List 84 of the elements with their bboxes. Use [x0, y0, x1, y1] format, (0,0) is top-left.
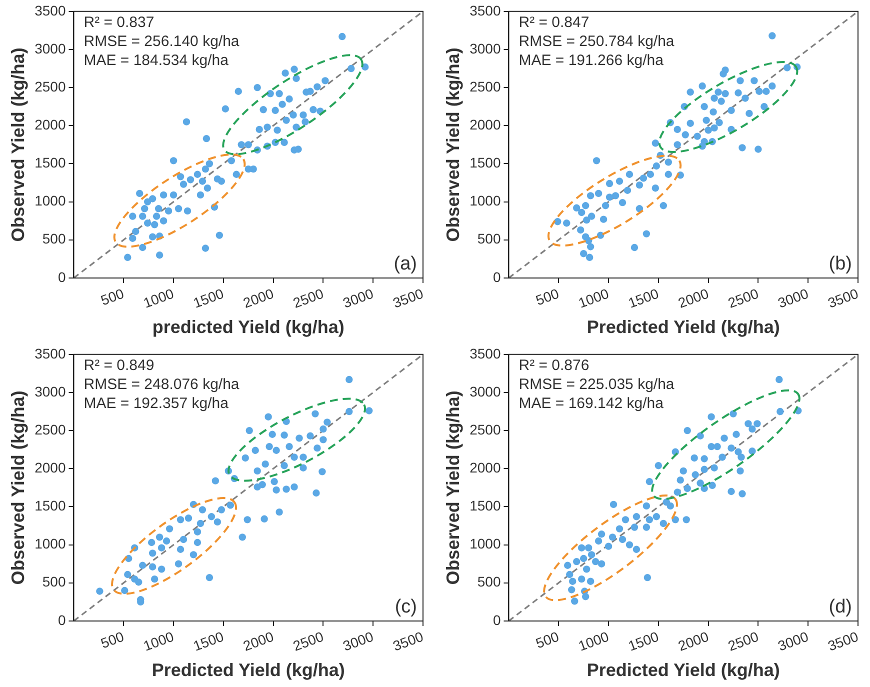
annotation: RMSE = 248.076 kg/ha	[84, 376, 240, 394]
x-tick-label: 3000	[776, 628, 811, 654]
annotation: R² = 0.849	[84, 357, 154, 374]
x-tick-label: 3500	[826, 628, 861, 654]
annotation: MAE = 191.266 kg/ha	[518, 52, 664, 70]
x-tick-label: 2500	[290, 628, 326, 654]
x-axis-title: predicted Yield (kg/ha)	[152, 317, 344, 338]
y-tick-label: 1500	[34, 498, 66, 514]
y-tick-label: 3500	[34, 2, 66, 18]
y-tick-label: 500	[42, 230, 66, 247]
x-tick-label: 2500	[726, 285, 761, 311]
x-tick-label: 3000	[776, 285, 811, 311]
annotation: RMSE = 250.784 kg/ha	[518, 33, 675, 50]
y-tick-label: 1500	[34, 154, 66, 171]
y-tick-label: 1000	[470, 192, 501, 209]
y-tick-label: 1000	[470, 536, 501, 552]
y-tick-label: 3500	[34, 345, 66, 362]
annotation: (c)	[394, 596, 417, 618]
y-tick-label: 2500	[34, 78, 66, 94]
y-tick-label: 2500	[34, 421, 66, 438]
x-tick-label: 1500	[191, 628, 226, 654]
y-tick-label: 0	[58, 612, 66, 628]
y-tick-label: 2000	[470, 460, 501, 476]
annotation: R² = 0.876	[518, 357, 590, 374]
annotation: R² = 0.847	[518, 14, 590, 32]
x-tick-label: 2000	[676, 285, 711, 311]
annotation: MAE = 192.357 kg/ha	[84, 395, 230, 412]
y-tick-label: 0	[58, 268, 66, 285]
x-tick-label: 1000	[576, 285, 612, 311]
y-tick-label: 2000	[34, 116, 66, 132]
x-tick-label: 3000	[340, 628, 376, 654]
x-tick-label: 500	[98, 285, 126, 308]
y-tick-label: 0	[492, 268, 501, 285]
x-tick-label: 500	[534, 628, 562, 652]
x-tick-label: 1500	[626, 285, 661, 311]
x-tick-label: 1500	[191, 285, 226, 311]
x-tick-label: 2000	[240, 628, 276, 654]
y-axis-title: Observed Yield (kg/ha)	[8, 48, 28, 242]
annotation: (b)	[828, 254, 852, 275]
x-tick-label: 1000	[141, 628, 176, 654]
x-tick-label: 2500	[290, 285, 326, 311]
y-tick-label: 1000	[34, 536, 66, 552]
y-tick-label: 2500	[470, 421, 501, 438]
y-tick-label: 500	[42, 574, 66, 590]
x-tick-label: 2000	[240, 285, 276, 311]
y-tick-label: 500	[477, 230, 501, 247]
y-tick-label: 1000	[34, 192, 66, 209]
x-axis-title: Predicted Yield (kg/ha)	[586, 317, 780, 338]
y-tick-label: 3000	[34, 383, 66, 400]
y-tick-label: 2500	[470, 78, 501, 94]
x-tick-label: 500	[534, 285, 562, 308]
y-tick-label: 3000	[470, 40, 501, 56]
x-tick-label: 1500	[626, 628, 661, 654]
x-tick-label: 1000	[141, 285, 176, 311]
annotation: MAE = 169.142 kg/ha	[518, 395, 664, 412]
y-axis-title: Observed Yield (kg/ha)	[442, 390, 463, 585]
y-tick-label: 2000	[470, 116, 501, 132]
x-tick-label: 2500	[726, 628, 761, 654]
x-tick-label: 3000	[340, 285, 376, 311]
x-tick-label: 1000	[576, 628, 612, 654]
y-tick-label: 1500	[470, 498, 501, 514]
y-tick-label: 3000	[34, 40, 66, 56]
y-tick-label: 500	[477, 574, 501, 590]
annotation: RMSE = 256.140 kg/ha	[84, 33, 240, 50]
y-tick-label: 2000	[34, 460, 66, 476]
y-tick-label: 0	[492, 612, 501, 628]
y-tick-label: 3000	[470, 383, 501, 400]
x-tick-label: 500	[98, 628, 126, 652]
y-tick-label: 3500	[470, 2, 501, 18]
y-tick-label: 3500	[470, 345, 501, 362]
x-tick-label: 3500	[390, 285, 426, 311]
y-axis-title: Observed Yield (kg/ha)	[8, 390, 28, 585]
annotation: (a)	[394, 254, 417, 275]
x-tick-label: 2000	[676, 628, 711, 654]
x-tick-label: 3500	[390, 628, 426, 654]
x-axis-title: Predicted Yield (kg/ha)	[152, 660, 345, 680]
y-tick-label: 1500	[470, 154, 501, 171]
y-axis-title: Observed Yield (kg/ha)	[442, 48, 463, 242]
annotation: (d)	[828, 596, 852, 618]
annotation: R² = 0.837	[84, 14, 154, 32]
annotation: MAE = 184.534 kg/ha	[84, 52, 230, 70]
x-tick-label: 3500	[826, 285, 861, 311]
x-axis-title: Predicted Yield (kg/ha)	[586, 660, 780, 680]
annotation: RMSE = 225.035 kg/ha	[518, 376, 675, 394]
